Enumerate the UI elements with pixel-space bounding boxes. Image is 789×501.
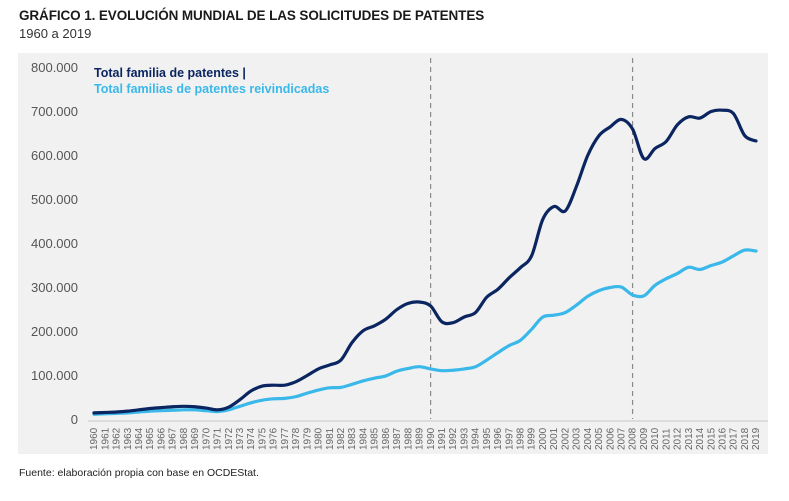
series-points-1 <box>93 250 757 415</box>
chart-subtitle: 1960 a 2019 <box>19 26 92 41</box>
x-tick-label: 1963 <box>123 427 134 450</box>
x-tick-label: 2015 <box>706 427 717 450</box>
x-tick-label: 1960 <box>89 427 100 450</box>
series-line-reivindicadas <box>92 248 758 416</box>
x-tick-label: 1985 <box>370 427 381 450</box>
x-tick-label: 1962 <box>112 427 123 450</box>
x-tick-label: 2016 <box>717 427 728 450</box>
x-tick-label: 1989 <box>415 427 426 450</box>
x-tick-label: 1966 <box>156 427 167 450</box>
x-tick-label: 2003 <box>572 427 583 450</box>
y-tick-label: 200.000 <box>31 324 78 339</box>
x-tick-label: 1996 <box>493 427 504 450</box>
x-tick-label: 1980 <box>314 427 325 450</box>
chart-title: GRÁFICO 1. EVOLUCIÓN MUNDIAL DE LAS SOLI… <box>19 8 485 23</box>
x-tick-label: 2002 <box>560 427 571 450</box>
x-tick-label: 1969 <box>190 427 201 450</box>
y-tick-label: 100.000 <box>31 368 78 383</box>
x-tick-label: 1990 <box>426 427 437 450</box>
x-tick-label: 1984 <box>358 427 369 450</box>
x-tick-label: 1971 <box>213 427 224 450</box>
x-tick-label: 2017 <box>729 427 740 450</box>
x-tick-label: 1988 <box>403 427 414 450</box>
x-tick-label: 2013 <box>684 427 695 450</box>
x-tick-label: 1974 <box>246 427 257 450</box>
x-tick-label: 1977 <box>280 427 291 450</box>
x-tick-label: 1982 <box>336 427 347 450</box>
x-tick-label: 1997 <box>504 427 515 450</box>
x-tick-label: 1976 <box>269 427 280 450</box>
series-line-total-familia <box>92 108 758 415</box>
x-tick-label: 1993 <box>459 427 470 450</box>
y-tick-label: 300.000 <box>31 280 78 295</box>
x-tick-label: 1970 <box>201 427 212 450</box>
chart-panel <box>18 53 768 454</box>
y-tick-label: 400.000 <box>31 236 78 251</box>
x-tick-label: 1967 <box>168 427 179 450</box>
x-tick-label: 1973 <box>235 427 246 450</box>
x-tick-label: 1992 <box>448 427 459 450</box>
x-tick-label: 1987 <box>392 427 403 450</box>
x-tick-label: 1994 <box>471 427 482 450</box>
y-tick-label: 700.000 <box>31 104 78 119</box>
legend-item-total-familia: Total familia de patentes | <box>94 66 246 80</box>
y-tick-label: 600.000 <box>31 148 78 163</box>
x-tick-label: 1968 <box>179 427 190 450</box>
x-tick-label: 1999 <box>527 427 538 450</box>
y-tick-label: 500.000 <box>31 192 78 207</box>
x-tick-label: 2011 <box>661 428 672 450</box>
x-tick-label: 2000 <box>538 427 549 450</box>
x-tick-label: 1972 <box>224 427 235 450</box>
x-axis: 1960 1961 1962 1963 1964 1965 1966 1967 1968 1969… <box>89 427 762 450</box>
x-tick-label: 2012 <box>673 427 684 450</box>
x-tick-label: 1983 <box>347 427 358 450</box>
source-note: Fuente: elaboración propia con base en O… <box>19 467 259 479</box>
x-tick-label: 1995 <box>482 427 493 450</box>
x-tick-label: 2008 <box>628 427 639 450</box>
x-tick-label: 1998 <box>516 427 527 450</box>
x-tick-label: 1979 <box>302 427 313 450</box>
x-tick-label: 2004 <box>583 427 594 450</box>
legend-item-reivindicadas: Total familias de patentes reivindicadas <box>94 82 330 96</box>
x-tick-label: 1978 <box>291 427 302 450</box>
x-tick-label: 2007 <box>616 427 627 450</box>
y-tick-label: 800.000 <box>31 60 78 75</box>
y-tick-label: 0 <box>71 412 78 427</box>
x-tick-label: 1991 <box>437 427 448 450</box>
x-tick-label: 2018 <box>740 427 751 450</box>
x-tick-label: 2005 <box>594 427 605 450</box>
x-tick-label: 1981 <box>325 427 336 450</box>
x-tick-label: 2019 <box>751 427 762 450</box>
x-tick-label: 1975 <box>257 427 268 450</box>
x-tick-label: 2006 <box>605 427 616 450</box>
series-lines <box>92 108 758 416</box>
legend: Total familia de patentes | Total famili… <box>94 65 329 97</box>
y-axis: 0 100.000 200.000 300.000 400.000 500.000 600.… <box>31 60 78 427</box>
x-tick-label: 2001 <box>549 427 560 450</box>
x-tick-label: 1961 <box>100 427 111 450</box>
reference-lines <box>430 58 634 419</box>
x-tick-label: 1986 <box>381 427 392 450</box>
series-points-0 <box>93 110 757 413</box>
x-tick-label: 2014 <box>695 427 706 450</box>
x-tick-label: 1965 <box>145 427 156 450</box>
x-tick-label: 1964 <box>134 427 145 450</box>
x-tick-label: 2010 <box>650 427 661 450</box>
x-tick-label: 2009 <box>639 427 650 450</box>
